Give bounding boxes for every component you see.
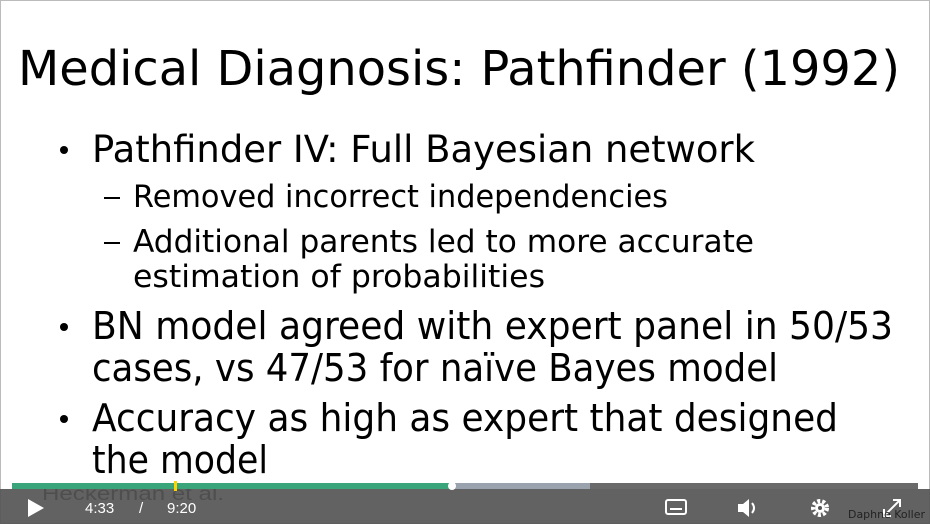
bullet-text: cases, vs 47/53 for naïve Bayes model bbox=[92, 346, 778, 390]
captions-button[interactable] bbox=[665, 499, 687, 515]
duration: 9:20 bbox=[167, 500, 196, 517]
play-button[interactable] bbox=[28, 499, 44, 517]
slide-title: Medical Diagnosis: Pathfinder (1992) bbox=[18, 41, 900, 97]
bullet-dot bbox=[60, 323, 68, 331]
volume-button[interactable] bbox=[738, 499, 755, 517]
control-bar: 4:33 / 9:20 Daphne Koller bbox=[0, 481, 930, 524]
bullet-text: Pathfinder IV: Full Bayesian network bbox=[92, 128, 756, 171]
sub-bullet-text: estimation of probabilities bbox=[133, 259, 545, 295]
bullet-dot bbox=[60, 415, 68, 423]
progress-marker bbox=[174, 481, 177, 491]
bullet-text: BN model agreed with expert panel in 50/… bbox=[92, 304, 893, 348]
settings-button[interactable] bbox=[811, 499, 829, 517]
fullscreen-button[interactable] bbox=[883, 499, 901, 517]
progress-buffered bbox=[450, 483, 590, 489]
progress-handle[interactable] bbox=[448, 482, 456, 490]
sub-bullet-text: Removed incorrect independencies bbox=[133, 179, 668, 215]
bullet-dot bbox=[60, 146, 68, 154]
bullet-text: Accuracy as high as expert that designed bbox=[92, 396, 838, 440]
current-time: 4:33 bbox=[85, 500, 114, 517]
time-separator: / bbox=[139, 500, 144, 517]
control-background bbox=[0, 489, 930, 524]
sub-bullet-text: Additional parents led to more accurate bbox=[133, 224, 754, 260]
progress-played bbox=[12, 483, 450, 489]
bullet-text: the model bbox=[92, 438, 268, 482]
watermark: Daphne Koller bbox=[848, 508, 925, 521]
